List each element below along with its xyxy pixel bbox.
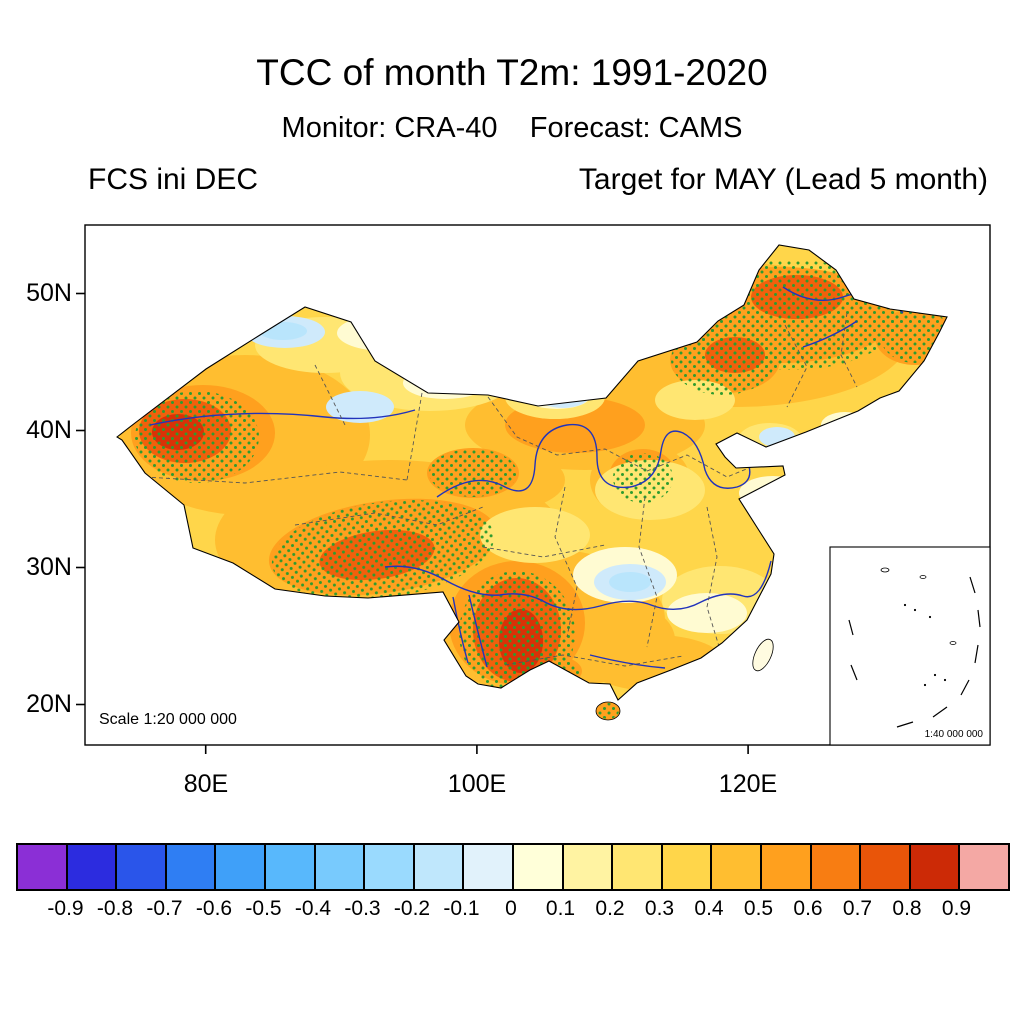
colorbar-cell <box>513 845 564 889</box>
colorbar-tick-label: -0.8 <box>96 897 134 920</box>
colorbar-tick-label: -0.1 <box>443 897 480 920</box>
colorbar-cell <box>414 845 465 889</box>
lat-label-20n: 20N <box>26 690 72 718</box>
colorbar-cell <box>910 845 961 889</box>
colorbar-cell <box>18 845 68 889</box>
colorbar-cell <box>563 845 614 889</box>
colorbar-tick-label: 0.1 <box>545 897 576 920</box>
right-header: Target for MAY (Lead 5 month) <box>578 163 988 196</box>
rivers <box>149 286 904 669</box>
axis-ticks <box>76 292 749 754</box>
colorbar-tick-label: 0.8 <box>892 897 922 920</box>
inset-scale-label: 1:40 000 000 <box>925 729 984 740</box>
inset-dash-line <box>848 576 981 728</box>
colorbar-tick-label: 0.3 <box>644 897 675 920</box>
colorbar-tick-label: -0.6 <box>195 897 233 920</box>
colorbar-cell <box>216 845 266 889</box>
colorbar-cell <box>761 845 812 889</box>
colorbar-tick-label: -0.9 <box>47 897 84 920</box>
lon-label-80e: 80E <box>183 770 229 798</box>
colorbar-labels: -0.9 -0.8 -0.7 -0.6 -0.5 -0.4 -0.3 -0.2 -0.1 0 0.1… <box>16 897 1010 925</box>
colorbar-cell <box>166 845 217 889</box>
colorbar-tick-label: -0.2 <box>393 897 431 920</box>
colorbar-cell <box>117 845 167 889</box>
colorbar-tick-label: -0.3 <box>344 897 381 920</box>
colorbar-tick-label: 0.7 <box>842 897 873 920</box>
left-header: FCS ini DEC <box>88 163 259 196</box>
lon-label-100e: 100E <box>447 770 507 798</box>
figure-title: TCC of month T2m: 1991-2020 <box>256 52 768 93</box>
colorbar-cell <box>861 845 911 889</box>
scale-label: Scale 1:20 000 000 <box>99 711 237 728</box>
figure-subtitle: Monitor: CRA-40 Forecast: CAMS <box>281 112 743 144</box>
colorbar <box>16 843 1010 891</box>
colorbar-cell <box>265 845 316 889</box>
china-outline <box>116 244 948 701</box>
colorbar-cell <box>315 845 366 889</box>
colorbar-cell <box>662 845 713 889</box>
colorbar-tick-label: 0.4 <box>694 897 724 920</box>
colorbar-cell <box>712 845 762 889</box>
inset-box: 1:40 000 000 <box>829 546 991 746</box>
header-row: FCS ini DEC Target for MAY (Lead 5 month… <box>88 163 988 197</box>
colorbar-tick-label: -0.4 <box>294 897 332 920</box>
lat-label-40n: 40N <box>26 416 72 444</box>
lon-label-120e: 120E <box>718 770 778 798</box>
colorbar-tick-label: 0.2 <box>595 897 625 920</box>
colorbar-tick-label: -0.7 <box>146 897 183 920</box>
taiwan-island <box>752 638 774 672</box>
lat-label-30n: 30N <box>26 553 72 581</box>
colorbar-cell <box>67 845 118 889</box>
colorbar-cell <box>960 845 1008 889</box>
china-map: 1:40 000 000 Scale 1:20 000 000 <box>76 224 991 754</box>
colorbar-tick-label: -0.5 <box>245 897 282 920</box>
province-borders <box>144 312 858 667</box>
colorbar-tick-label: 0 <box>505 897 517 920</box>
colorbar-cell <box>613 845 663 889</box>
colorbar-tick-label: 0.6 <box>793 897 823 920</box>
colorbar-cell <box>365 845 415 889</box>
colorbar-cell <box>811 845 862 889</box>
lat-label-50n: 50N <box>26 279 72 307</box>
colorbar-cell <box>464 845 514 889</box>
colorbar-tick-label: 0.5 <box>743 897 774 920</box>
hainan-island <box>595 701 621 721</box>
colorbar-tick-label: 0.9 <box>941 897 972 920</box>
inset-islands <box>903 603 947 687</box>
